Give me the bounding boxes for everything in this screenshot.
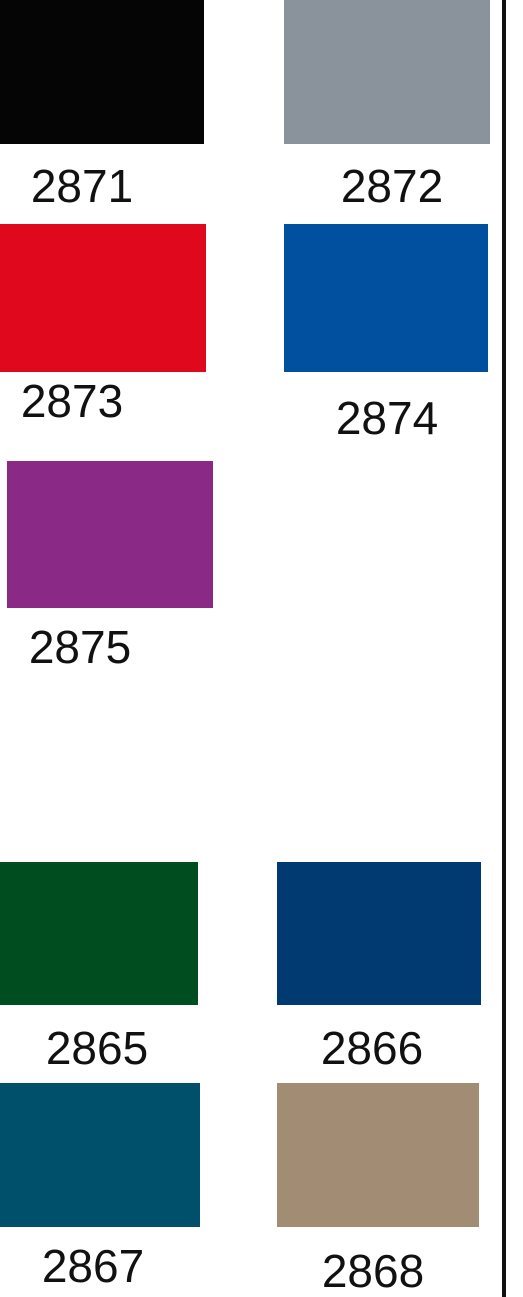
- swatch-label: 2868: [322, 1245, 424, 1297]
- swatch-label: 2875: [29, 621, 131, 673]
- swatch-label: 2865: [46, 1022, 148, 1074]
- color-swatch: [0, 224, 206, 372]
- color-swatch: [284, 0, 490, 144]
- color-swatch: [0, 1083, 200, 1227]
- color-swatch: [277, 862, 481, 1005]
- swatch-label: 2866: [321, 1022, 423, 1074]
- color-swatch: [277, 1083, 479, 1227]
- swatch-label: 2867: [42, 1240, 144, 1292]
- divider-line: [502, 0, 506, 1297]
- swatch-label: 2871: [31, 160, 133, 212]
- swatch-label: 2874: [336, 392, 438, 444]
- swatch-label: 2872: [341, 160, 443, 212]
- color-swatch: [0, 0, 204, 144]
- color-swatch: [7, 461, 213, 608]
- color-swatch: [284, 224, 488, 372]
- color-swatch: [0, 862, 198, 1005]
- swatch-label: 2873: [21, 375, 123, 427]
